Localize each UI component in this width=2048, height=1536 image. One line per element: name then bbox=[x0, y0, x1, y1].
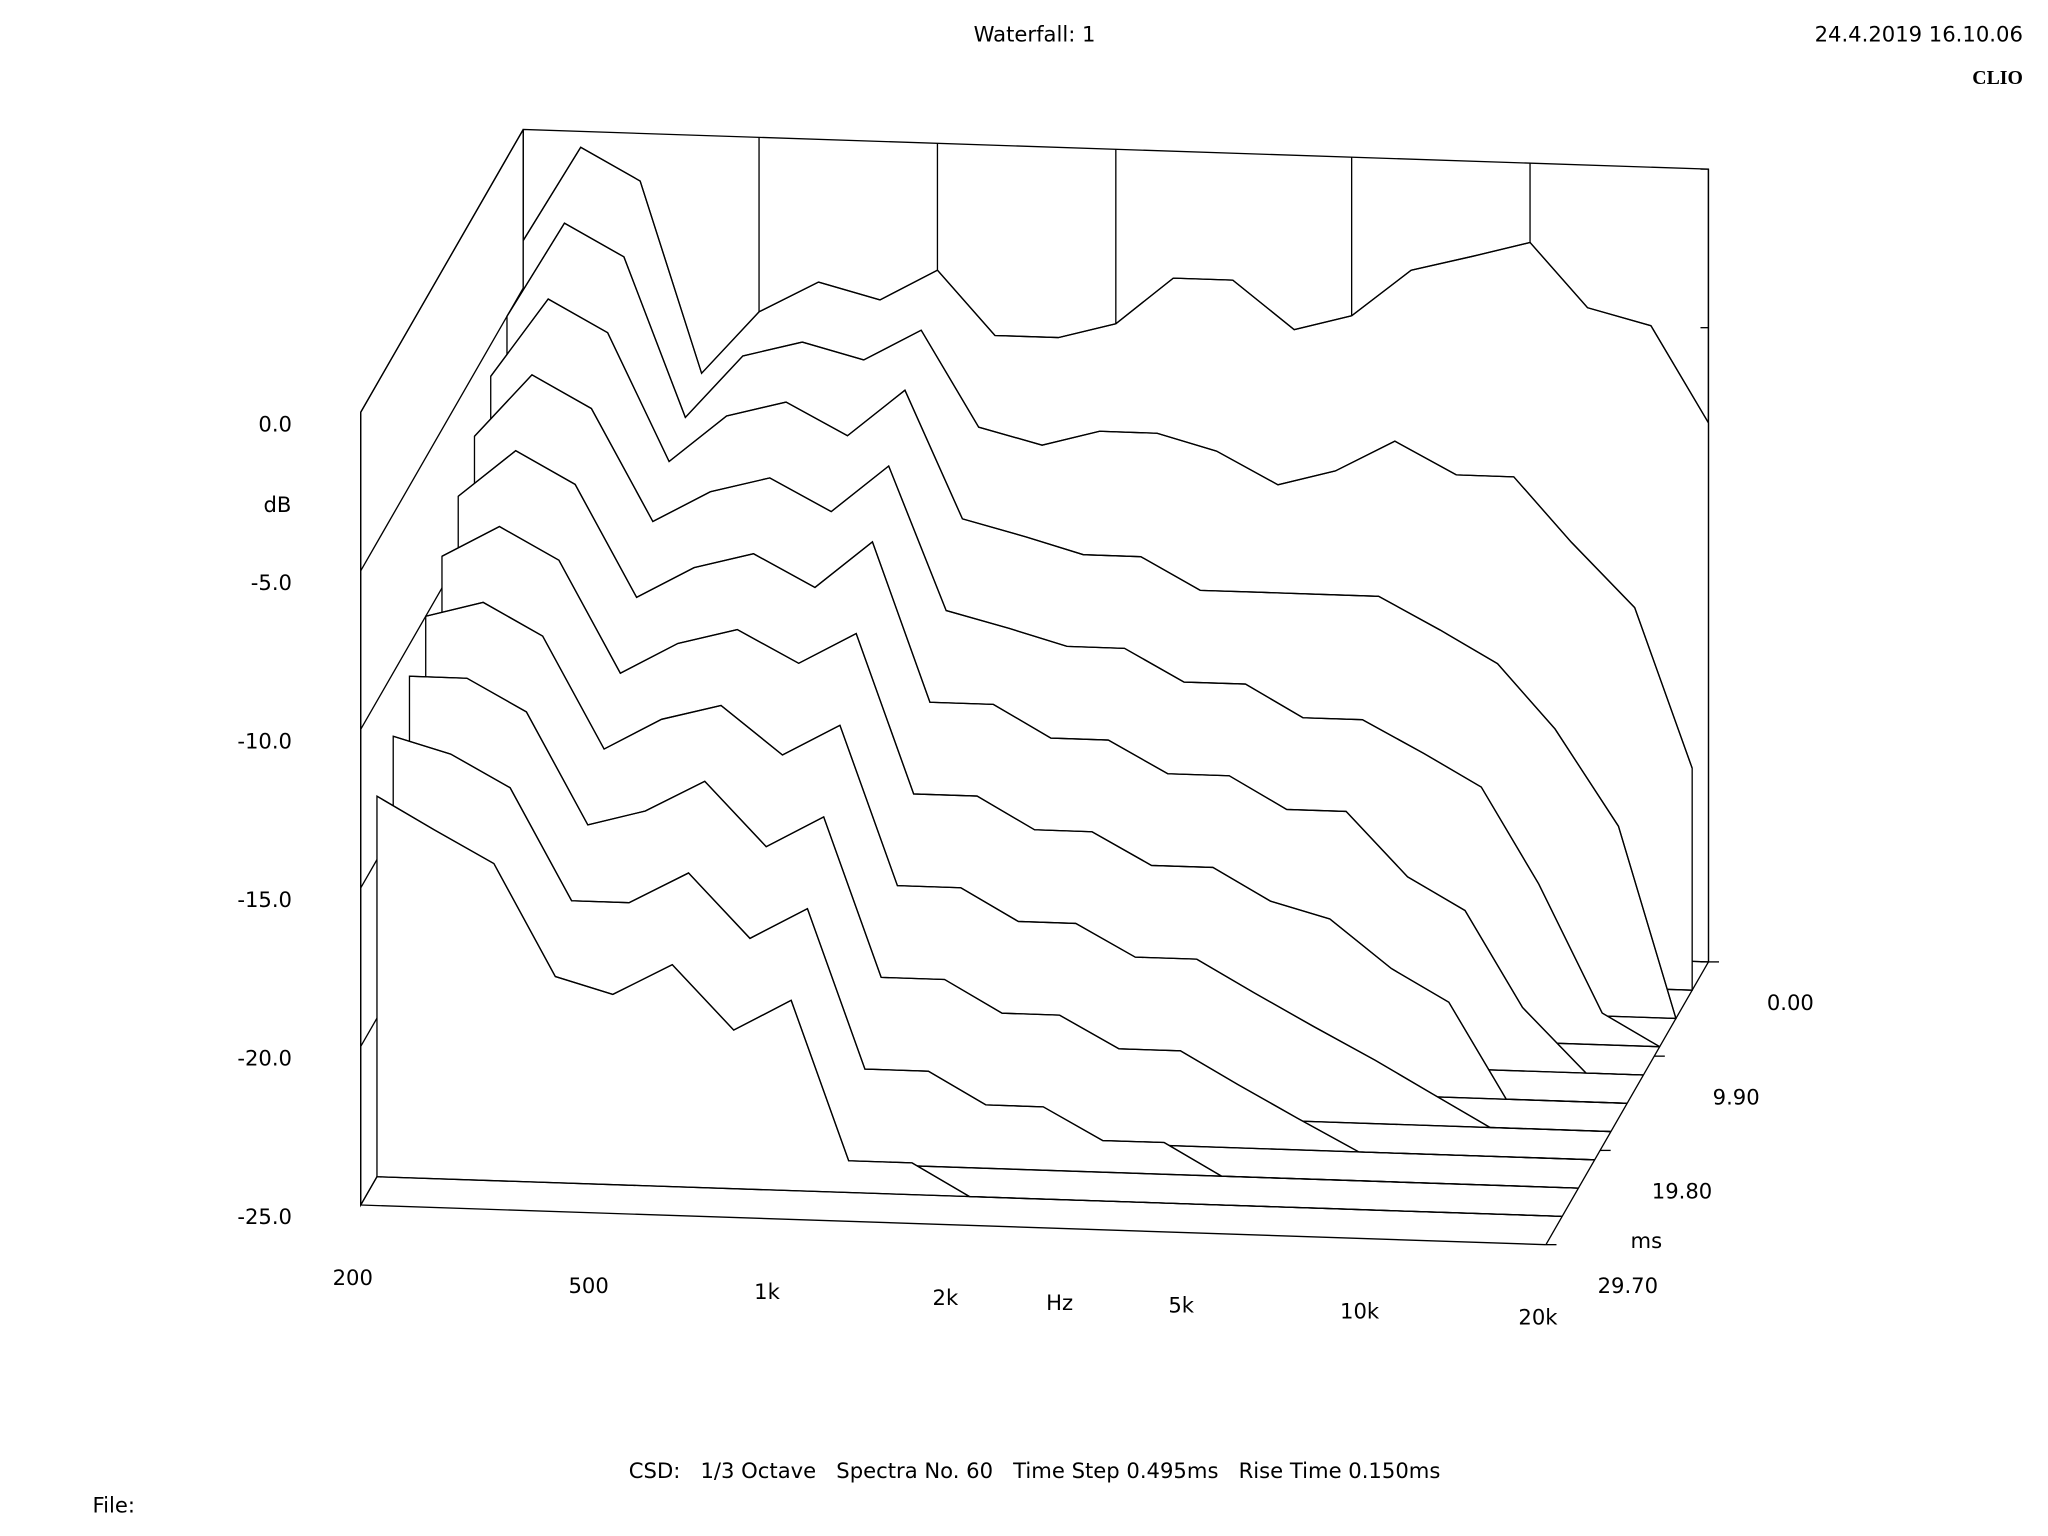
y-axis-label: dB bbox=[264, 492, 292, 517]
chart-title: Waterfall: 1 bbox=[974, 22, 1096, 47]
x-tick-label: 20k bbox=[1518, 1305, 1558, 1330]
y-grid-line bbox=[360, 129, 524, 413]
y-tick-label: 0.0 bbox=[258, 411, 292, 436]
spectrum-line bbox=[393, 735, 1579, 1189]
spectrum-line bbox=[473, 374, 1661, 1048]
x-tick-label: 2k bbox=[933, 1285, 959, 1310]
spectrum-line bbox=[490, 298, 1677, 1019]
spectrum-line bbox=[409, 675, 1595, 1161]
y-tick-label: -20.0 bbox=[237, 1046, 292, 1071]
footer: CSD: 1/3 Octave Spectra No. 60 Time Step… bbox=[629, 1458, 1441, 1483]
y-tick-label: -15.0 bbox=[237, 887, 292, 912]
y-tick-label: -25.0 bbox=[237, 1204, 292, 1229]
front-edge bbox=[360, 1204, 1546, 1246]
spectrum-line bbox=[522, 146, 1709, 424]
x-tick-label: 500 bbox=[568, 1273, 608, 1298]
spectrum-line bbox=[506, 222, 1693, 769]
z-tick-label: 29.70 bbox=[1598, 1273, 1658, 1298]
file-label: File: bbox=[92, 1492, 134, 1517]
timestamp: 24.4.2019 16.10.06 bbox=[1815, 22, 2023, 47]
x-tick-label: 10k bbox=[1340, 1299, 1380, 1324]
z-tick-label: 0.00 bbox=[1767, 990, 1814, 1015]
spectrum-line bbox=[425, 601, 1611, 1133]
spectrum-line bbox=[457, 449, 1644, 1076]
y-tick-label: -10.0 bbox=[237, 729, 292, 754]
z-tick-label: 9.90 bbox=[1713, 1084, 1760, 1109]
brand: CLIO bbox=[1972, 67, 2023, 89]
y-tick-label: -5.0 bbox=[251, 570, 292, 595]
x-tick-label: 200 bbox=[333, 1265, 373, 1290]
x-tick-label: 5k bbox=[1168, 1293, 1194, 1318]
x-axis-label: Hz bbox=[1046, 1290, 1073, 1315]
spectrum-line bbox=[441, 525, 1628, 1104]
z-tick-label: 19.80 bbox=[1652, 1179, 1712, 1204]
y-grid-line bbox=[360, 287, 524, 572]
x-tick-label: 1k bbox=[754, 1279, 780, 1304]
z-axis-label: ms bbox=[1631, 1228, 1663, 1253]
spectrum-line bbox=[376, 795, 1563, 1218]
